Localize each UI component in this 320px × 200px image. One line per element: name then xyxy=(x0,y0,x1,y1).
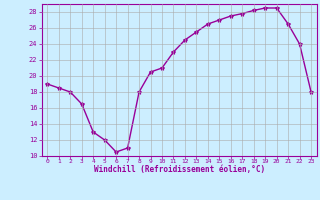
X-axis label: Windchill (Refroidissement éolien,°C): Windchill (Refroidissement éolien,°C) xyxy=(94,165,265,174)
